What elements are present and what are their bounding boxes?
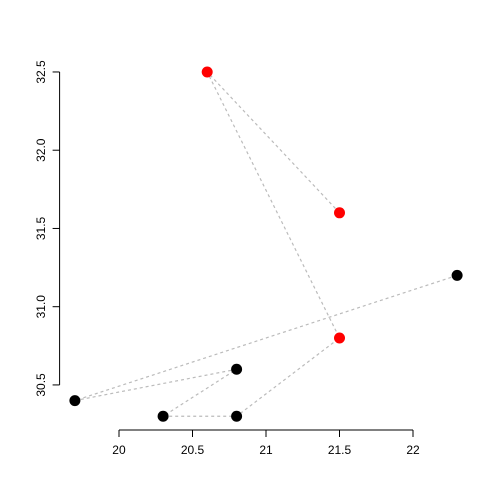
point	[69, 395, 81, 407]
x-tick-label: 22	[406, 443, 420, 457]
point	[231, 363, 243, 375]
point	[334, 207, 346, 219]
point	[334, 332, 346, 344]
x-tick-label: 20.5	[181, 443, 205, 457]
y-tick-label: 32.0	[34, 138, 48, 162]
y-tick-label: 32.5	[34, 60, 48, 84]
x-tick-label: 21	[259, 443, 273, 457]
point	[157, 410, 169, 422]
x-tick-label: 20	[112, 443, 126, 457]
x-tick-label: 21.5	[328, 443, 352, 457]
point	[231, 410, 243, 422]
y-tick-label: 30.5	[34, 373, 48, 397]
connecting-line	[74, 71, 458, 417]
point	[451, 269, 463, 281]
y-tick-label: 31.5	[34, 216, 48, 240]
y-tick-label: 31.0	[34, 295, 48, 319]
point	[201, 66, 213, 78]
